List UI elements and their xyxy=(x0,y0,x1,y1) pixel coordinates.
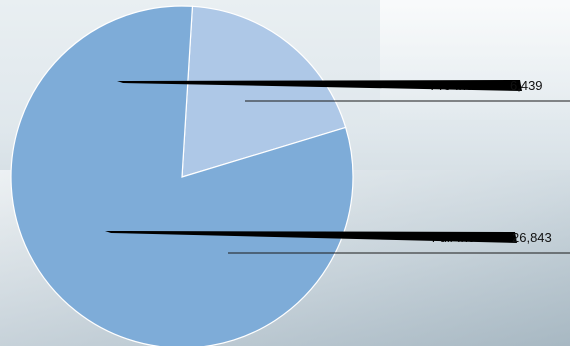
callout-wedge-1 xyxy=(117,80,522,91)
callout-wedge-2 xyxy=(105,231,517,243)
slice-value-2: 26,843 xyxy=(512,230,552,245)
background-window xyxy=(380,0,570,120)
pie-slice-1 xyxy=(181,5,347,178)
pie-slice-2 xyxy=(10,5,354,346)
pie-callouts: Pre-Inc Sold6,439Full-Inc Sold26,843 xyxy=(105,78,570,254)
pie-slices xyxy=(10,5,354,346)
slice-value-1: 6,439 xyxy=(510,78,543,93)
